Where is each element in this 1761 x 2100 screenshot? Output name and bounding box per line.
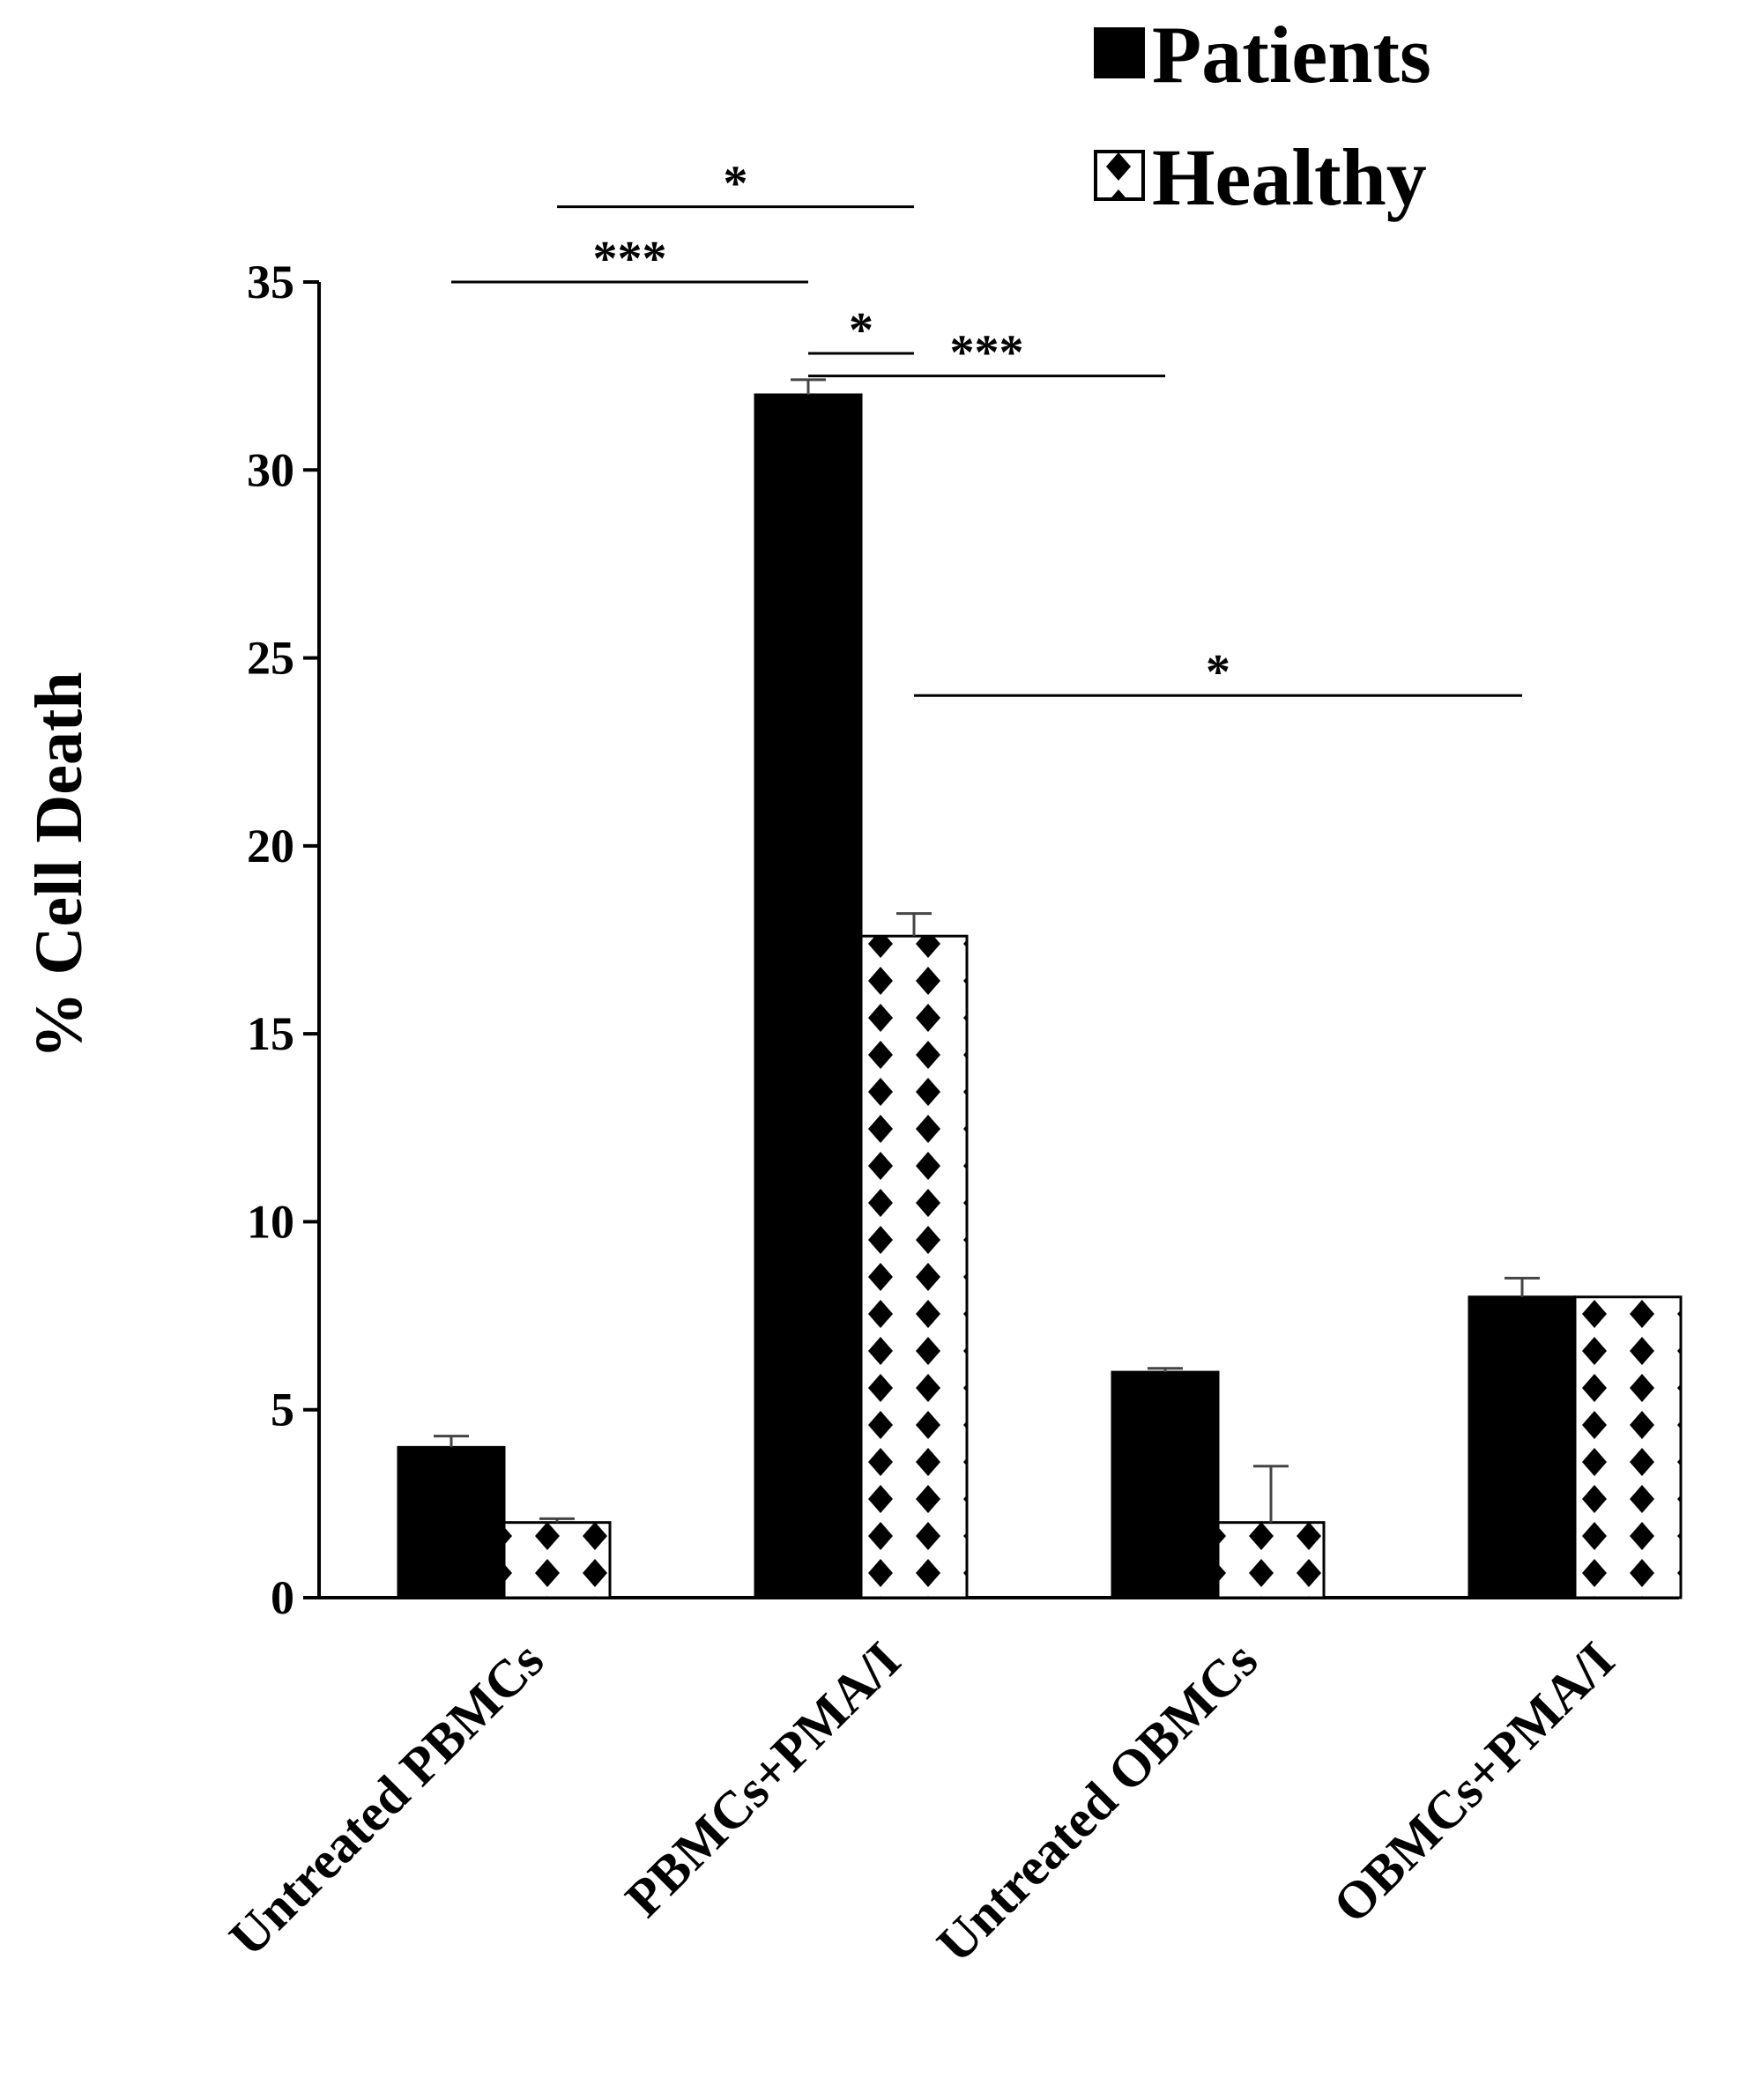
y-axis-ticks: 0 5 10 15 20 25 30 35 — [247, 256, 319, 1624]
y-tick-label: 20 — [247, 820, 294, 872]
y-axis-title: % Cell Death — [22, 672, 96, 1058]
significance-label: * — [1206, 645, 1230, 700]
x-category-label: OBMCs+PMA/I — [1322, 1631, 1625, 1934]
legend: Patients Healthy — [1094, 10, 1431, 222]
bar-patients — [1468, 1295, 1577, 1599]
y-tick-label: 5 — [271, 1384, 294, 1436]
bar-healthy — [1573, 1295, 1683, 1599]
y-tick-label: 30 — [247, 443, 294, 496]
significance-label: * — [724, 157, 748, 211]
y-tick-label: 0 — [271, 1571, 294, 1624]
x-category-label: Untreated PBMCs — [218, 1631, 554, 1968]
significance-label: *** — [950, 326, 1024, 381]
significance-label: * — [849, 303, 873, 358]
legend-swatch-healthy — [1094, 150, 1145, 201]
y-tick-label: 35 — [247, 256, 294, 308]
y-tick-label: 15 — [247, 1007, 294, 1060]
bar-healthy — [1216, 1521, 1326, 1599]
bar-healthy — [859, 934, 969, 1599]
error-bars — [434, 378, 1540, 1523]
bar-patients — [397, 1445, 506, 1599]
legend-swatch-patients — [1094, 27, 1145, 78]
x-category-label: PBMCs+PMA/I — [614, 1631, 911, 1928]
legend-label-healthy: Healthy — [1152, 132, 1427, 222]
y-tick-label: 25 — [247, 632, 294, 685]
bars — [397, 393, 1683, 1599]
x-category-label: Untreated OBMCs — [925, 1631, 1268, 1974]
significance-label: *** — [593, 232, 667, 286]
legend-label-patients: Patients — [1152, 10, 1431, 100]
x-axis-category-labels: Untreated PBMCs PBMCs+PMA/I Untreated OBMC… — [218, 1631, 1625, 1974]
significance-brackets: ***** **** — [451, 157, 1522, 700]
y-tick-label: 10 — [247, 1195, 294, 1248]
bar-healthy — [502, 1521, 612, 1599]
bar-patients — [754, 393, 863, 1599]
bar-patients — [1111, 1370, 1220, 1599]
